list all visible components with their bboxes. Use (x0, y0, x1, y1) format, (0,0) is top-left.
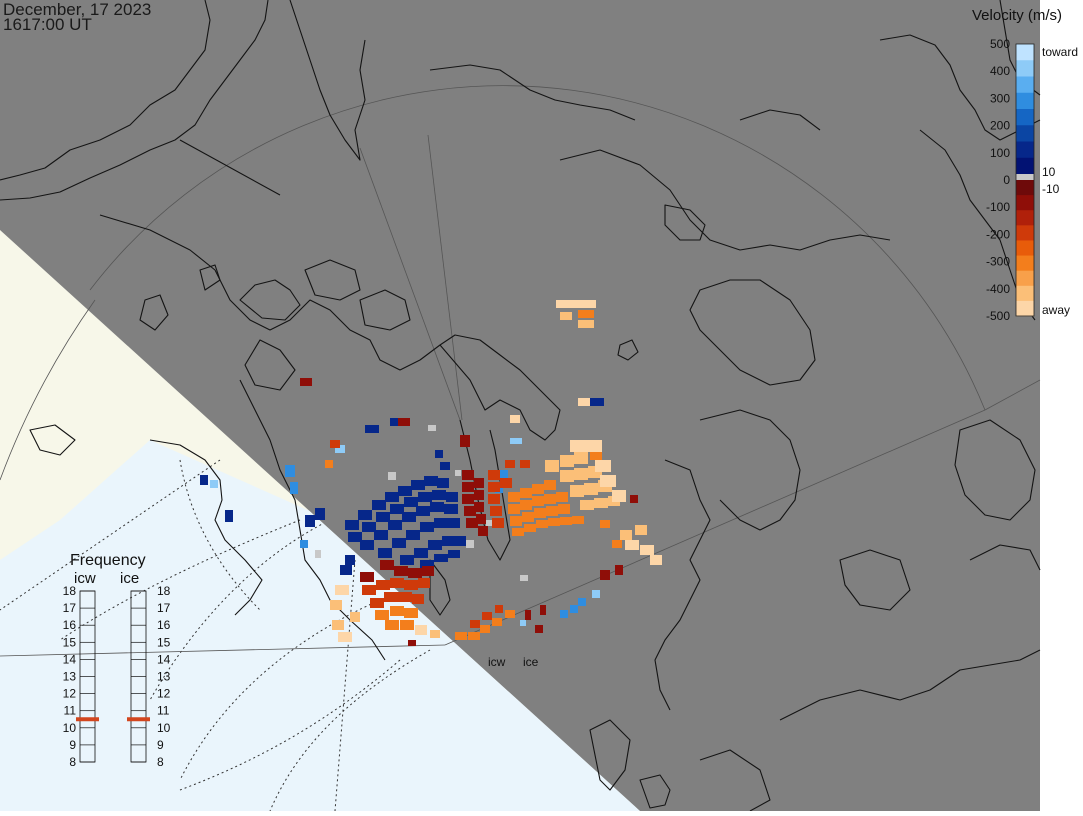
frequency-tick-label: 13 (63, 670, 77, 684)
frequency-tick-label: 9 (69, 738, 76, 752)
colorbar-swatch (1016, 76, 1034, 94)
frequency-title: Frequency (70, 552, 146, 569)
colorbar-swatch (1016, 180, 1034, 196)
colorbar-swatch (1016, 300, 1034, 317)
frequency-tick-label: 14 (157, 652, 171, 666)
colorbar-swatch (1016, 109, 1034, 126)
fov-boundary (59, 519, 301, 641)
radar-fov-region (0, 440, 640, 811)
map-time: 1617:00 UT (3, 15, 92, 34)
colorbar-label-toward: toward (1042, 45, 1078, 59)
frequency-tick-label: 17 (63, 601, 77, 615)
frequency-tick-label: 16 (63, 618, 77, 632)
colorbar-tick-label: -200 (986, 227, 1010, 241)
fov-boundary (0, 459, 221, 611)
colorbar-swatch (1016, 141, 1034, 159)
frequency-tick-label: 10 (157, 721, 171, 735)
frequency-tick-label: 12 (157, 687, 171, 701)
frequency-tick-label: 17 (157, 601, 171, 615)
colorbar-label-away: away (1042, 303, 1070, 317)
fov-boundary (179, 659, 401, 791)
colorbar-tick-label: 500 (990, 37, 1010, 51)
colorbar-swatch (1016, 157, 1034, 175)
colorbar-tick-label: 400 (990, 64, 1010, 78)
colorbar-tick-label: -500 (986, 309, 1010, 323)
radar-label-ice: ice (523, 655, 539, 669)
colorbar-label-minus10: -10 (1042, 182, 1060, 196)
frequency-tick-label: 13 (157, 670, 171, 684)
colorbar-swatch (1016, 225, 1034, 241)
colorbar-ticks: 500 400 300 200 100 0 -100 -200 -300 -400 -500 (986, 37, 1010, 323)
frequency-tick-label: 8 (69, 755, 76, 769)
colorbar-tick-label: -300 (986, 255, 1010, 269)
right-margin (1040, 0, 1083, 811)
colorbar-swatch (1016, 270, 1034, 287)
frequency-tick-label: 18 (63, 584, 77, 598)
velocity-colorbar (1016, 44, 1034, 317)
frequency-tick-label: 11 (157, 704, 170, 718)
fov-boundary (179, 459, 261, 611)
fov-boundary (179, 599, 381, 781)
radar-label-icw: icw (488, 655, 506, 669)
map-grid (0, 85, 1041, 657)
colorbar-swatch (1016, 44, 1034, 61)
radar-echoes (200, 300, 662, 646)
frequency-tick-label: 10 (63, 721, 77, 735)
colorbar-swatch (1016, 210, 1034, 226)
frequency-tick-label: 16 (157, 618, 171, 632)
fov-boundary (269, 649, 431, 811)
frequency-marker-icw (76, 717, 99, 722)
frequency-radar-name: ice (120, 570, 139, 587)
colorbar-tick-label: 0 (1003, 173, 1010, 187)
colorbar-swatch (1016, 255, 1034, 272)
colorbar-tick-label: 300 (990, 91, 1010, 105)
colorbar-tick-label: -400 (986, 282, 1010, 296)
colorbar-swatch (1016, 240, 1034, 257)
colorbar-swatch (1016, 285, 1034, 302)
colorbar-title: Velocity (m/s) (972, 7, 1062, 24)
fov-boundary (334, 559, 356, 811)
colorbar-swatch-ground (1016, 174, 1034, 180)
colorbar-tick-label: -100 (986, 200, 1010, 214)
frequency-radar-name: icw (74, 570, 96, 587)
colorbar-swatch (1016, 92, 1034, 110)
frequency-tick-label: 9 (157, 738, 164, 752)
frequency-tick-label: 15 (63, 635, 77, 649)
colorbar-tick-label: 100 (990, 146, 1010, 160)
colorbar-tick-label: 200 (990, 119, 1010, 133)
frequency-marker-ice (127, 717, 150, 722)
frequency-tick-label: 14 (63, 652, 77, 666)
colorbar-swatch (1016, 125, 1034, 142)
colorbar-frame (1015, 43, 1035, 317)
fov-boundary (149, 519, 331, 701)
colorbar-label-plus10: 10 (1042, 165, 1056, 179)
frequency-tick-label: 15 (157, 635, 171, 649)
frequency-panel: 18 17 16 15 14 13 12 11 10 9 8 18 17 16 15 14 13 12 11 10 9 8 (63, 584, 171, 769)
frequency-tick-label: 12 (63, 687, 77, 701)
map-date: December, 17 2023 (3, 0, 152, 19)
colorbar-swatch (1016, 60, 1034, 77)
frequency-tick-label: 18 (157, 584, 171, 598)
frequency-tick-label: 8 (157, 755, 164, 769)
frequency-tick-label: 11 (64, 704, 77, 718)
colorbar-swatch (1016, 195, 1034, 211)
